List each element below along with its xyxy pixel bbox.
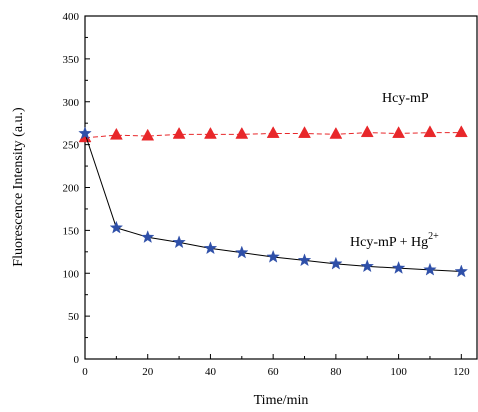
data-point-star xyxy=(297,253,312,267)
annotation-hcy-mp: Hcy-mP xyxy=(382,91,429,106)
x-axis-title: Time/min xyxy=(254,393,309,408)
data-point-triangle xyxy=(392,126,406,138)
y-tick-label: 150 xyxy=(63,225,80,237)
x-tick-label: 0 xyxy=(82,366,88,378)
data-point-triangle xyxy=(141,128,155,141)
data-point-star xyxy=(360,259,374,273)
annotation-hcy-mp-hg-base: Hcy-mP + Hg xyxy=(350,235,428,250)
y-tick-label: 100 xyxy=(63,268,80,280)
x-tick-label: 20 xyxy=(142,366,154,378)
data-point-star xyxy=(172,235,186,249)
annotation-hcy-mp-hg-sup: 2+ xyxy=(428,231,439,242)
series-0 xyxy=(78,125,468,143)
data-point-triangle xyxy=(109,127,123,140)
y-tick-label: 300 xyxy=(63,97,80,109)
data-point-triangle xyxy=(204,126,217,139)
y-tick-label: 0 xyxy=(74,354,80,366)
data-point-triangle xyxy=(172,126,186,139)
data-point-star xyxy=(78,126,92,140)
data-point-triangle xyxy=(423,125,437,138)
series-1 xyxy=(78,126,469,278)
data-point-triangle xyxy=(329,126,343,139)
x-tick-label: 40 xyxy=(205,366,217,378)
x-tick-label: 60 xyxy=(268,366,280,378)
y-tick-label: 200 xyxy=(63,183,80,195)
data-point-star xyxy=(454,264,469,278)
data-point-star xyxy=(391,261,406,274)
plot-axes: 0 50 100 150 200 250 300 350 400 0 20 40 60 80 100 120 xyxy=(63,11,478,378)
data-point-triangle xyxy=(454,125,468,138)
data-point-star xyxy=(423,262,437,276)
y-tick-label: 350 xyxy=(63,54,80,66)
data-point-triangle xyxy=(360,125,374,138)
annotation-hcy-mp-hg: Hcy-mP + Hg2+ xyxy=(350,231,439,250)
data-point-star xyxy=(235,245,249,259)
data-point-star xyxy=(140,230,155,243)
x-tick-label: 100 xyxy=(390,366,407,378)
y-axis-title: Fluorescence Intensity (a.u.) xyxy=(11,107,26,267)
y-tick-label: 250 xyxy=(63,140,80,152)
plot-frame xyxy=(84,15,478,360)
data-point-triangle xyxy=(235,126,249,139)
y-tick-label: 400 xyxy=(63,11,80,23)
data-point-triangle xyxy=(298,126,311,138)
data-point-triangle xyxy=(266,126,280,138)
data-point-star xyxy=(266,249,280,263)
series-layer xyxy=(78,125,469,278)
data-point-star xyxy=(329,256,343,270)
x-tick-label: 80 xyxy=(330,366,342,378)
y-tick-label: 50 xyxy=(68,311,80,323)
data-point-star xyxy=(109,220,124,234)
data-point-star xyxy=(203,241,218,255)
x-tick-label: 120 xyxy=(453,366,470,378)
